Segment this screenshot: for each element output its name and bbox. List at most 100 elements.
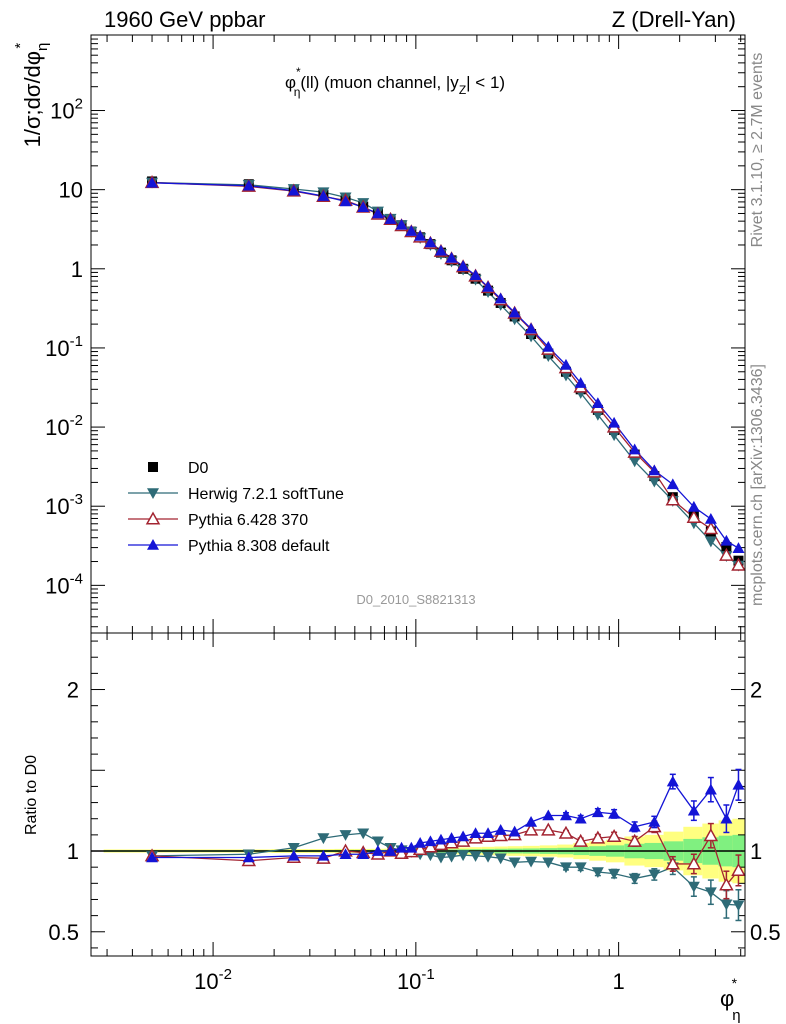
x-axis-title-sup: * [732,975,738,991]
legend-label: Pythia 6.428 370 [188,512,308,529]
data-point [591,397,604,409]
ratio-point [720,899,733,911]
ratio-point [574,862,587,874]
ratio-point [704,783,717,795]
ratio-point [590,830,606,844]
y-tick-label: 1 [71,257,83,282]
data-point [508,306,521,318]
data-point [608,430,621,442]
data-point [482,280,495,292]
data-point [628,443,641,455]
ratio-y-tick-label-left: 1 [67,839,79,864]
y-axis-title-top: 1/σ;dσ/dφη * [12,43,51,148]
ratio-point [412,841,428,855]
main-series-layer [144,174,746,572]
legend-label: Herwig 7.2.1 softTune [188,486,344,503]
y-tick-label: 10-3 [45,491,83,519]
ratio-point [732,778,745,790]
ratio-point [445,851,458,863]
ratio-frame [90,632,746,957]
data-point [414,229,427,241]
ratio-point [542,809,555,821]
ratio-point [558,825,574,839]
ratio-point [648,869,661,881]
data-point [445,251,458,263]
data-point [732,542,745,553]
data-point [648,476,661,488]
ratio-point [482,851,495,863]
data-point [559,358,572,370]
series-line [152,181,739,566]
data-point [424,236,437,248]
ratio-point [686,856,702,870]
ratio-point [394,845,409,859]
data-point [687,500,700,512]
tick-base: 10 [397,969,421,994]
ratio-point [608,807,621,819]
ratio-point [242,851,255,863]
data-point [434,244,447,256]
ratio-point [525,815,538,827]
ratio-point [424,835,437,847]
tick-exponent: -3 [70,491,83,508]
data-point [666,478,679,490]
ratio-point [434,852,447,864]
y-axis-title-main: 1/σ;dσ/dφ [20,51,45,147]
series-line [152,181,739,567]
svg-text:1/σ;dσ/dφη*: 1/σ;dσ/dφη * [12,43,51,148]
y-axis-title-ratio: Ratio to D0 [23,755,40,835]
ratio-point [469,827,482,839]
ratio-y-tick-label-right: 0.5 [750,920,781,945]
ratio-point [648,815,661,827]
tick-base: 10 [45,494,69,519]
data-point [371,207,384,219]
data-point [146,176,159,188]
ratio-point [414,836,427,848]
ratio-point [424,850,437,862]
ratio-point [508,857,521,869]
legend-marker [148,462,158,472]
data-point [703,521,719,535]
ratio-point [732,900,745,912]
ratio-point [357,848,370,860]
ratio-point [591,806,604,818]
y-tick-label: 10 [59,178,83,203]
ratio-point [541,822,556,836]
data-point [542,340,555,352]
ratio-y-tick-label-right: 1 [750,839,762,864]
y-tick-label: 10-4 [45,570,83,598]
ratio-point [457,830,470,842]
x-tick-label: 1 [612,969,624,994]
x-axis-title: φ η * [720,975,741,1024]
ratio-point [384,845,397,856]
tick-base: 10 [50,99,74,124]
data-point [405,225,418,236]
ratio-point [469,851,482,862]
ratio-point [445,832,458,843]
ratio-point [608,868,621,880]
ratio-point [146,851,159,863]
ratio-point [720,812,733,824]
ratio-point [482,827,495,839]
rivet-label: Rivet 3.1.10, ≥ 2.7M events [749,53,766,248]
tick-exponent: -2 [70,412,83,429]
data-point [339,195,352,207]
data-point [395,218,408,230]
plot-title-tail: | < 1) [466,73,505,92]
tick-exponent: -4 [70,570,83,587]
tick-base: 10 [45,336,69,361]
ratio-point [703,828,719,842]
ratio-point [628,820,641,832]
data-point [686,509,702,524]
ratio-point [627,833,642,847]
ratio-point [494,853,507,865]
ratio-point [704,887,717,899]
ratio-point [666,775,679,787]
data-point [628,456,641,468]
tick-base: 10 [45,573,69,598]
data-point [648,464,661,476]
ratio-y-tick-label-left: 0.5 [48,920,79,945]
ratio-point [523,822,539,836]
